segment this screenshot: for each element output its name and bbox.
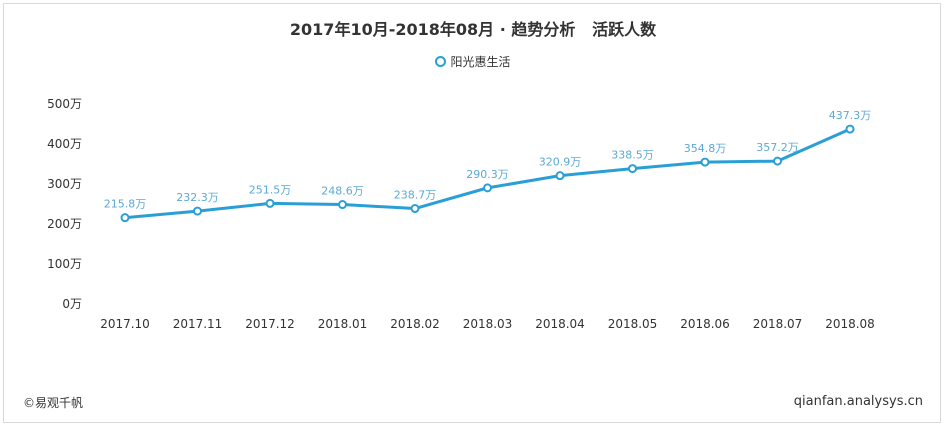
data-label: 357.2万 xyxy=(756,141,799,154)
x-tick-label: 2018.01 xyxy=(318,317,368,331)
data-label: 320.9万 xyxy=(539,156,582,169)
x-tick-label: 2017.12 xyxy=(245,317,295,331)
data-point xyxy=(338,200,347,210)
y-tick-label: 200万 xyxy=(47,217,82,231)
x-tick-label: 2018.02 xyxy=(390,317,440,331)
legend-label: 阳光惠生活 xyxy=(450,55,511,69)
y-tick-label: 400万 xyxy=(47,137,82,151)
legend[interactable]: 阳光惠生活 xyxy=(0,53,946,70)
x-tick-label: 2018.08 xyxy=(825,317,875,331)
x-tick-label: 2018.05 xyxy=(608,317,658,331)
source-watermark: ©易观千帆 xyxy=(23,396,84,410)
x-tick-label: 2017.10 xyxy=(100,317,150,331)
chart-title: 2017年10月-2018年08月 · 趋势分析 活跃人数 xyxy=(289,20,657,39)
data-point xyxy=(700,157,710,167)
x-tick-label: 2017.11 xyxy=(173,317,223,331)
data-point xyxy=(555,171,565,181)
data-point xyxy=(120,213,130,223)
data-label: 290.3万 xyxy=(466,168,509,181)
data-label: 232.3万 xyxy=(176,191,219,204)
data-label: 251.5万 xyxy=(249,183,292,196)
data-point xyxy=(773,156,782,166)
data-point xyxy=(265,198,275,208)
site-url: qianfan.analysys.cn xyxy=(793,394,923,409)
data-label: 338.5万 xyxy=(611,149,654,162)
x-tick-label: 2018.03 xyxy=(463,317,513,331)
legend-circle-icon xyxy=(435,56,447,67)
y-tick-label: 100万 xyxy=(47,257,82,271)
data-label: 354.8万 xyxy=(684,142,727,155)
y-tick-label: 0万 xyxy=(62,297,82,311)
data-point xyxy=(845,124,855,134)
y-tick-label: 500万 xyxy=(47,97,82,111)
x-tick-label: 2018.07 xyxy=(753,317,803,331)
data-label: 248.6万 xyxy=(321,185,364,198)
data-label: 238.7万 xyxy=(394,189,437,202)
x-tick-label: 2018.04 xyxy=(535,317,585,331)
data-label: 437.3万 xyxy=(829,109,872,122)
chart-frame xyxy=(3,3,941,423)
data-point xyxy=(410,204,420,214)
x-tick-label: 2018.06 xyxy=(680,317,730,331)
data-point xyxy=(628,164,637,174)
data-label: 215.8万 xyxy=(104,198,147,211)
data-point xyxy=(193,206,202,216)
data-point xyxy=(483,183,492,193)
y-tick-label: 300万 xyxy=(47,177,82,191)
